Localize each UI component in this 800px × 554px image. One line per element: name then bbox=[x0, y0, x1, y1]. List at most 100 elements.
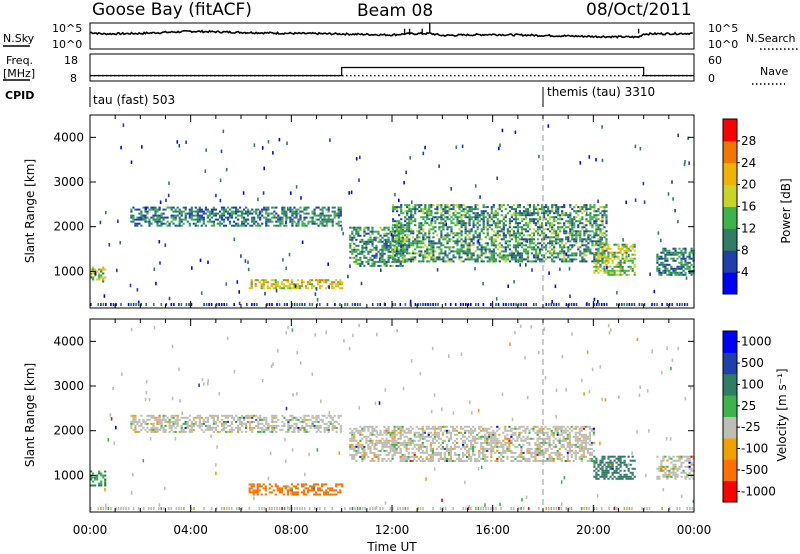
echo-cell bbox=[482, 435, 485, 438]
echo-cell bbox=[504, 240, 507, 243]
echo-cell bbox=[453, 443, 457, 446]
echo-cell bbox=[351, 445, 354, 448]
echo-cell bbox=[399, 437, 402, 440]
echo-cell bbox=[210, 414, 213, 417]
echo-cell bbox=[387, 457, 390, 460]
echo-cell bbox=[482, 248, 485, 251]
echo-cell bbox=[599, 220, 602, 223]
echo-cell bbox=[188, 214, 191, 217]
echo-cell bbox=[583, 254, 586, 257]
echo-cell bbox=[165, 198, 167, 203]
echo-cell bbox=[427, 460, 430, 462]
echo-cell bbox=[623, 261, 626, 264]
echo-cell bbox=[520, 230, 524, 233]
echo-cell bbox=[365, 441, 368, 444]
echo-cell bbox=[615, 273, 618, 276]
echo-cell bbox=[490, 447, 493, 450]
echo-cell bbox=[506, 246, 509, 249]
echo-cell bbox=[466, 451, 469, 454]
echo-cell bbox=[472, 222, 475, 225]
echo-cell bbox=[431, 457, 434, 460]
nsky-label: N.Sky bbox=[3, 32, 35, 45]
echo-cell bbox=[416, 230, 419, 233]
echo-cell bbox=[500, 206, 503, 209]
echo-cell bbox=[422, 242, 425, 245]
echo-cell bbox=[300, 196, 302, 200]
echo-cell bbox=[241, 420, 244, 423]
echo-cell bbox=[384, 239, 387, 243]
echo-cell bbox=[349, 447, 352, 450]
echo-cell bbox=[496, 226, 499, 229]
echo-cell bbox=[391, 429, 394, 432]
echo-cell bbox=[130, 208, 133, 211]
echo-cell bbox=[440, 248, 443, 251]
echo-cell bbox=[416, 252, 419, 255]
echo-cell bbox=[607, 255, 610, 258]
echo-cell bbox=[239, 224, 242, 227]
echo-cell bbox=[532, 220, 536, 223]
echo-cell bbox=[288, 252, 291, 257]
echo-cell bbox=[239, 428, 242, 431]
echo-cell bbox=[589, 218, 592, 221]
echo-cell bbox=[276, 487, 279, 490]
colorbar-swatch bbox=[723, 140, 737, 164]
echo-cell bbox=[296, 491, 300, 494]
echo-cell bbox=[182, 206, 185, 209]
echo-cell bbox=[300, 279, 304, 282]
echo-cell bbox=[555, 206, 558, 209]
echo-cell bbox=[315, 416, 318, 419]
echo-cell bbox=[293, 212, 296, 215]
echo-cell bbox=[625, 245, 628, 248]
echo-cell bbox=[460, 457, 463, 460]
echo-cell bbox=[573, 218, 576, 221]
echo-cell bbox=[611, 273, 614, 276]
echo-cell bbox=[421, 435, 424, 438]
echo-cell bbox=[398, 228, 401, 231]
echo-cell bbox=[172, 214, 175, 217]
echo-cell bbox=[664, 255, 667, 258]
echo-cell bbox=[557, 208, 560, 211]
echo-cell bbox=[680, 265, 683, 268]
echo-cell bbox=[424, 204, 427, 207]
echo-cell bbox=[585, 240, 588, 243]
echo-cell bbox=[263, 418, 266, 421]
echo-cell bbox=[359, 258, 362, 261]
echo-cell bbox=[621, 257, 624, 260]
echo-cell bbox=[307, 220, 310, 223]
echo-cell bbox=[496, 460, 499, 462]
echo-cell bbox=[510, 258, 513, 261]
echo-cell bbox=[458, 206, 461, 209]
echo-cell bbox=[617, 257, 620, 260]
echo-cell bbox=[253, 420, 256, 423]
echo-cell bbox=[130, 420, 133, 423]
echo-cell bbox=[439, 425, 442, 428]
echo-cell bbox=[385, 240, 388, 243]
echo-cell bbox=[405, 431, 408, 434]
echo-cell bbox=[494, 240, 497, 243]
echo-cell bbox=[528, 244, 532, 247]
echo-cell bbox=[323, 426, 326, 429]
echo-cell bbox=[202, 212, 205, 215]
echo-cell bbox=[440, 214, 443, 217]
echo-cell bbox=[563, 260, 566, 263]
echo-cell bbox=[591, 260, 594, 263]
echo-cell bbox=[575, 238, 578, 241]
echo-cell bbox=[349, 244, 352, 247]
echo-cell bbox=[460, 210, 463, 213]
echo-cell bbox=[585, 248, 588, 251]
echo-cell bbox=[537, 232, 540, 235]
nave-label: Nave bbox=[760, 65, 788, 78]
echo-cell bbox=[490, 242, 493, 245]
echo-cell bbox=[228, 222, 232, 225]
echo-cell bbox=[563, 258, 566, 261]
echo-cell bbox=[263, 416, 266, 419]
echo-cell bbox=[670, 253, 673, 256]
echo-cell bbox=[104, 480, 107, 483]
echo-cell bbox=[302, 483, 306, 486]
echo-cell bbox=[494, 460, 497, 462]
echo-cell bbox=[571, 234, 574, 237]
echo-cell bbox=[317, 483, 320, 486]
echo-cell bbox=[449, 437, 453, 440]
echo-cell bbox=[383, 262, 386, 265]
echo-cell bbox=[399, 425, 402, 428]
